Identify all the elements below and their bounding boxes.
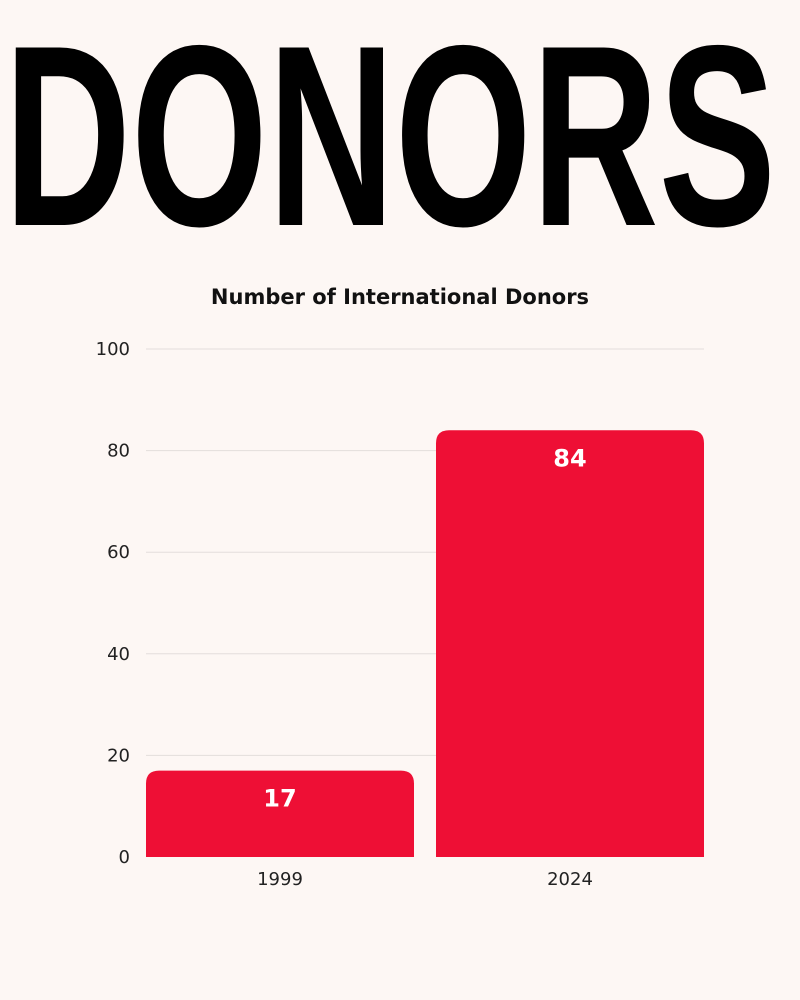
y-tick-label: 60 [107, 542, 130, 563]
headline-banner: DONORS [4, 0, 776, 240]
y-tick-label: 80 [107, 441, 130, 462]
chart-title: Number of International Donors [210, 285, 590, 309]
y-tick-label: 20 [107, 745, 130, 766]
headline-text: DONORS [4, 0, 776, 240]
bars [146, 430, 704, 857]
data-label: 84 [553, 444, 586, 472]
x-axis-ticks: 1999 2024 [257, 869, 593, 890]
y-tick-label: 100 [96, 339, 130, 360]
bar-2024 [436, 430, 704, 857]
y-tick-label: 40 [107, 644, 130, 665]
x-tick-label: 1999 [257, 869, 303, 890]
x-tick-label: 2024 [547, 869, 593, 890]
y-axis-ticks: 0 20 40 60 80 100 [96, 339, 130, 868]
bar-1999 [146, 770, 414, 857]
data-label: 17 [263, 785, 296, 813]
y-tick-label: 0 [119, 847, 130, 868]
